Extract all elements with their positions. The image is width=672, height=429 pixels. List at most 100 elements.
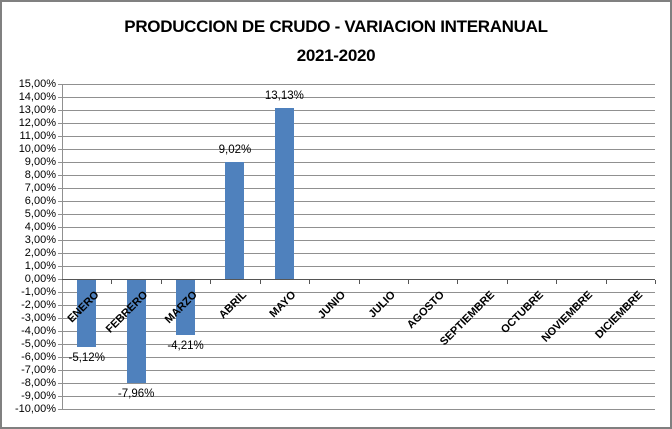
- y-axis-label: -5,00%: [21, 338, 56, 350]
- data-label-marzo: -4,21%: [167, 339, 204, 352]
- x-axis-tick: [655, 280, 656, 284]
- bar-enero[interactable]: [77, 280, 97, 347]
- y-axis-label: 3,00%: [24, 234, 56, 246]
- gridline: [62, 97, 655, 98]
- y-axis-label: 6,00%: [24, 195, 56, 207]
- y-axis-label: -8,00%: [21, 377, 56, 389]
- gridline: [62, 370, 655, 371]
- y-axis-label: 8,00%: [24, 169, 56, 181]
- y-axis-label: 12,00%: [18, 117, 56, 129]
- gridline: [62, 227, 655, 228]
- y-axis-tick: [58, 318, 62, 319]
- y-axis-label: -9,00%: [21, 390, 56, 402]
- gridline: [62, 188, 655, 189]
- x-axis-tick: [259, 280, 261, 284]
- y-axis-label: 5,00%: [24, 208, 56, 220]
- y-axis-tick: [58, 110, 62, 111]
- gridline: [62, 123, 655, 124]
- y-axis-tick: [58, 370, 62, 371]
- y-axis-label: 9,00%: [24, 156, 56, 168]
- y-axis-tick: [58, 383, 62, 384]
- gridline: [62, 331, 655, 332]
- gridline: [62, 214, 655, 215]
- gridline: [62, 357, 655, 358]
- y-axis-label: 11,00%: [19, 130, 57, 142]
- data-label-enero: -5,12%: [68, 351, 105, 364]
- data-label-febrero: -7,96%: [117, 388, 155, 401]
- y-axis-tick: [58, 227, 62, 228]
- data-label-abril: 9,02%: [218, 143, 252, 156]
- x-axis-tick: [506, 280, 508, 284]
- y-axis-tick: [58, 396, 62, 397]
- y-axis-label: -10,00%: [15, 403, 56, 415]
- y-axis-tick: [58, 97, 62, 98]
- y-axis-label: -3,00%: [21, 312, 56, 324]
- y-axis-line: [62, 84, 63, 409]
- gridline: [62, 84, 655, 85]
- gridline: [62, 110, 655, 111]
- y-axis-label: -4,00%: [21, 325, 56, 337]
- y-axis-tick: [58, 266, 62, 267]
- x-axis-tick: [457, 280, 459, 284]
- x-axis-tick: [556, 280, 558, 284]
- gridline: [62, 383, 655, 384]
- x-axis-tick: [210, 280, 212, 284]
- y-axis-label: -2,00%: [21, 299, 56, 311]
- y-axis-tick: [58, 344, 62, 345]
- bar-febrero[interactable]: [126, 280, 146, 384]
- y-axis-tick: [58, 136, 62, 137]
- x-axis-label-octubre: OCTUBRE: [499, 289, 546, 336]
- data-label-mayo: 13,13%: [264, 90, 304, 103]
- gridline: [62, 175, 655, 176]
- x-axis-line: [62, 279, 655, 280]
- gridline: [62, 201, 655, 202]
- y-axis-tick: [58, 253, 62, 254]
- bar-mayo[interactable]: [274, 108, 294, 279]
- y-axis-label: 7,00%: [24, 182, 56, 194]
- y-axis-label: 0,00%: [24, 273, 56, 285]
- y-axis-tick: [58, 84, 62, 85]
- x-axis-tick: [407, 280, 409, 284]
- y-axis-tick: [58, 214, 62, 215]
- gridline: [62, 266, 655, 267]
- x-axis-tick: [605, 280, 607, 284]
- gridline: [62, 409, 655, 410]
- x-axis-tick: [309, 280, 311, 284]
- y-axis-tick: [58, 279, 62, 280]
- gridline: [62, 149, 655, 150]
- x-axis-tick: [111, 280, 113, 284]
- x-axis-tick: [160, 280, 162, 284]
- y-axis-tick: [58, 149, 62, 150]
- y-axis-tick: [58, 331, 62, 332]
- gridline: [62, 136, 655, 137]
- y-axis-tick: [58, 188, 62, 189]
- y-axis-tick: [58, 357, 62, 358]
- bar-abril[interactable]: [225, 161, 245, 279]
- y-axis-label: 4,00%: [24, 221, 56, 233]
- y-axis-label: -6,00%: [21, 351, 56, 363]
- y-axis-label: 15,00%: [18, 78, 56, 90]
- x-axis-label-noviembre: NOVIEMBRE: [539, 289, 596, 345]
- gridline: [62, 305, 655, 306]
- gridline: [62, 240, 655, 241]
- gridline: [62, 253, 655, 254]
- gridline: [62, 292, 655, 293]
- y-axis-label: 1,00%: [24, 260, 56, 272]
- y-axis-label: 14,00%: [18, 91, 56, 103]
- gridline: [62, 396, 655, 397]
- y-axis-tick: [58, 305, 62, 306]
- y-axis-tick: [58, 123, 62, 124]
- y-axis-tick: [58, 201, 62, 202]
- chart-title: PRODUCCION DE CRUDO - VARIACION INTERANU…: [2, 12, 670, 70]
- y-axis-tick: [58, 409, 62, 410]
- chart-title-line2: 2021-2020: [296, 46, 376, 65]
- y-axis-label: 13,00%: [18, 104, 56, 116]
- y-axis-label: -1,00%: [21, 286, 56, 298]
- x-axis-label-agosto: AGOSTO: [405, 289, 448, 332]
- gridline: [62, 344, 655, 345]
- chart-title-line1: PRODUCCION DE CRUDO - VARIACION INTERANU…: [124, 17, 548, 36]
- bar-marzo[interactable]: [176, 280, 196, 335]
- y-axis-tick: [58, 292, 62, 293]
